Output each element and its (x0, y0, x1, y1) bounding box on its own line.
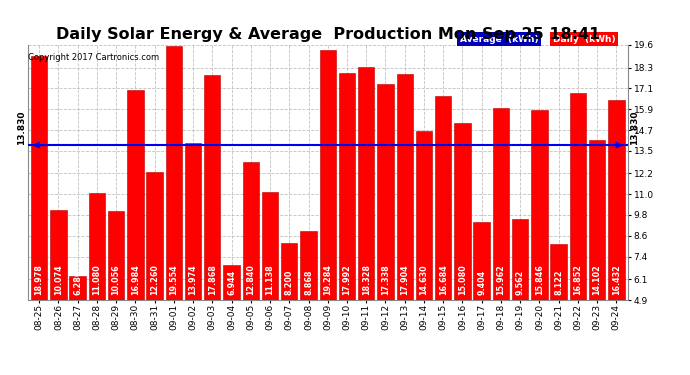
Text: 12.840: 12.840 (246, 264, 255, 295)
Text: Daily  (kWh): Daily (kWh) (553, 35, 615, 44)
Bar (493, 108, 509, 300)
Text: 17.992: 17.992 (342, 264, 351, 295)
Text: 13.974: 13.974 (188, 264, 197, 295)
Bar (204, 75, 221, 300)
Text: 18.978: 18.978 (34, 264, 43, 295)
Text: 16.852: 16.852 (573, 264, 582, 295)
Text: 14.102: 14.102 (593, 264, 602, 295)
Bar (185, 142, 201, 300)
Bar (300, 231, 317, 300)
Text: 8.868: 8.868 (304, 269, 313, 295)
Text: 8.200: 8.200 (285, 269, 294, 295)
Text: 19.554: 19.554 (169, 264, 178, 295)
Bar (416, 131, 432, 300)
Text: 15.080: 15.080 (458, 264, 467, 295)
Bar (435, 96, 451, 300)
Text: 9.404: 9.404 (477, 270, 486, 295)
Text: 14.630: 14.630 (420, 264, 428, 295)
Bar (262, 192, 278, 300)
Text: 16.432: 16.432 (612, 264, 621, 295)
Title: Daily Solar Energy & Average  Production Mon Sep 25 18:41: Daily Solar Energy & Average Production … (56, 27, 600, 42)
Bar (454, 123, 471, 300)
Bar (146, 172, 163, 300)
Bar (339, 73, 355, 300)
Text: 15.962: 15.962 (496, 264, 505, 295)
Text: 10.056: 10.056 (112, 264, 121, 295)
Bar (50, 210, 66, 300)
Bar (108, 210, 124, 300)
Bar (319, 51, 336, 300)
Bar (166, 46, 182, 300)
Bar (570, 93, 586, 300)
Text: Copyright 2017 Cartronics.com: Copyright 2017 Cartronics.com (28, 53, 159, 62)
Text: 10.074: 10.074 (54, 264, 63, 295)
Text: 17.904: 17.904 (400, 264, 409, 295)
Text: 16.984: 16.984 (131, 264, 140, 295)
Bar (512, 219, 529, 300)
Bar (70, 276, 86, 300)
Text: 11.138: 11.138 (266, 264, 275, 295)
Text: 11.080: 11.080 (92, 264, 101, 295)
Text: 19.284: 19.284 (323, 264, 333, 295)
Bar (397, 74, 413, 300)
Text: Average  (kWh): Average (kWh) (460, 35, 538, 44)
Bar (608, 100, 624, 300)
Bar (551, 244, 566, 300)
Text: 17.338: 17.338 (381, 264, 390, 295)
Text: 9.562: 9.562 (515, 270, 524, 295)
Bar (589, 140, 605, 300)
Bar (224, 264, 239, 300)
Bar (377, 84, 394, 300)
Text: 17.868: 17.868 (208, 264, 217, 295)
Bar (31, 56, 48, 300)
Text: 8.122: 8.122 (554, 269, 563, 295)
Bar (473, 222, 490, 300)
Text: 12.260: 12.260 (150, 264, 159, 295)
Bar (358, 67, 375, 300)
Bar (243, 162, 259, 300)
Bar (531, 110, 548, 300)
Text: 6.286: 6.286 (73, 269, 82, 295)
Text: 16.684: 16.684 (439, 264, 448, 295)
Text: 13.830: 13.830 (17, 111, 26, 145)
Bar (89, 193, 105, 300)
Bar (127, 90, 144, 300)
Text: 15.846: 15.846 (535, 264, 544, 295)
Bar (281, 243, 297, 300)
Text: 13.830: 13.830 (630, 111, 639, 145)
Text: 6.944: 6.944 (227, 270, 236, 295)
Text: 18.328: 18.328 (362, 264, 371, 295)
